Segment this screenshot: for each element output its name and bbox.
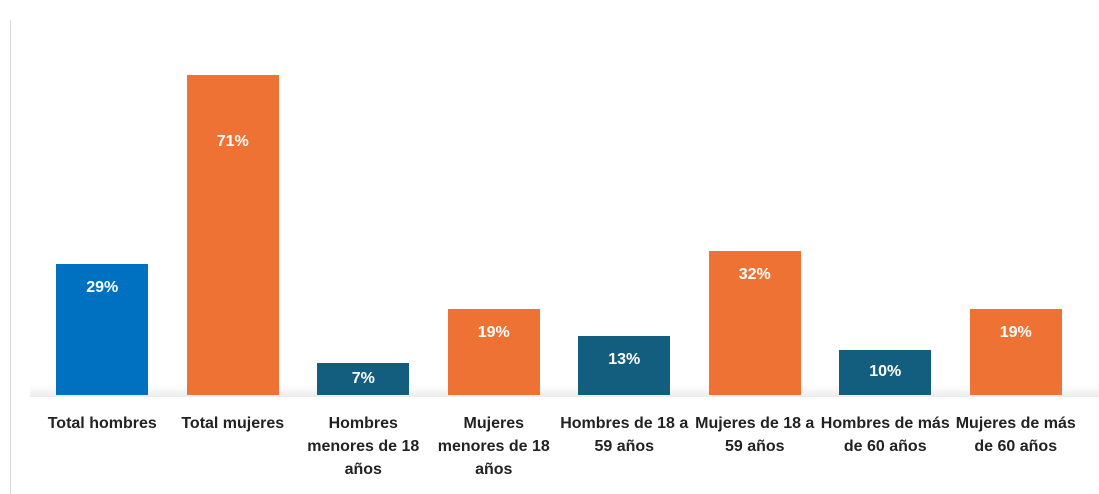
chart-border <box>10 20 11 494</box>
value-label: 29% <box>86 279 119 297</box>
x-tick-label: Hombres menores de 18 años <box>307 415 420 478</box>
bar <box>56 264 149 395</box>
x-tick-label: Mujeres menores de 18 años <box>437 415 550 478</box>
x-tick-label: Mujeres de 18 a 59 años <box>695 415 815 455</box>
value-label: 7% <box>351 370 375 388</box>
bar <box>186 75 279 395</box>
x-tick-label: Hombres de 18 a 59 años <box>560 415 689 455</box>
value-label: 10% <box>869 363 902 381</box>
x-tick-label: Total mujeres <box>181 415 285 432</box>
value-label: 13% <box>608 351 641 369</box>
value-label: 71% <box>216 133 249 150</box>
bar <box>317 363 410 395</box>
bar <box>708 250 801 395</box>
bar <box>969 309 1062 395</box>
x-tick-label: Hombres de más de 60 años <box>820 415 950 455</box>
bar <box>578 336 671 395</box>
floor-shadow <box>30 385 1099 397</box>
x-tick-label: Total hombres <box>47 415 157 432</box>
value-label: 32% <box>738 265 771 283</box>
x-tick-label: Mujeres de más de 60 años <box>955 415 1076 455</box>
bar <box>447 309 540 395</box>
value-label: 19% <box>999 324 1032 342</box>
bar <box>839 349 932 395</box>
value-label: 19% <box>477 324 510 342</box>
